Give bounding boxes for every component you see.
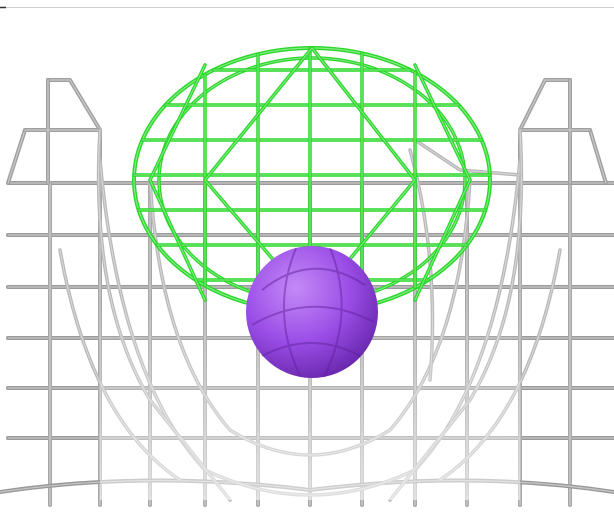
cage-outline-shine xyxy=(133,47,491,313)
sphere-body xyxy=(246,246,378,378)
tower-left-bar-shine xyxy=(24,79,101,184)
tower-right-bar xyxy=(518,78,592,185)
sphere xyxy=(246,246,378,378)
cage-inner xyxy=(157,56,467,304)
cage-inner-shine xyxy=(158,57,466,303)
cage-outline xyxy=(132,46,492,314)
tower-left-bar xyxy=(23,78,102,185)
tower-right-bar-shine xyxy=(519,79,591,184)
sphere-lines xyxy=(251,247,375,378)
